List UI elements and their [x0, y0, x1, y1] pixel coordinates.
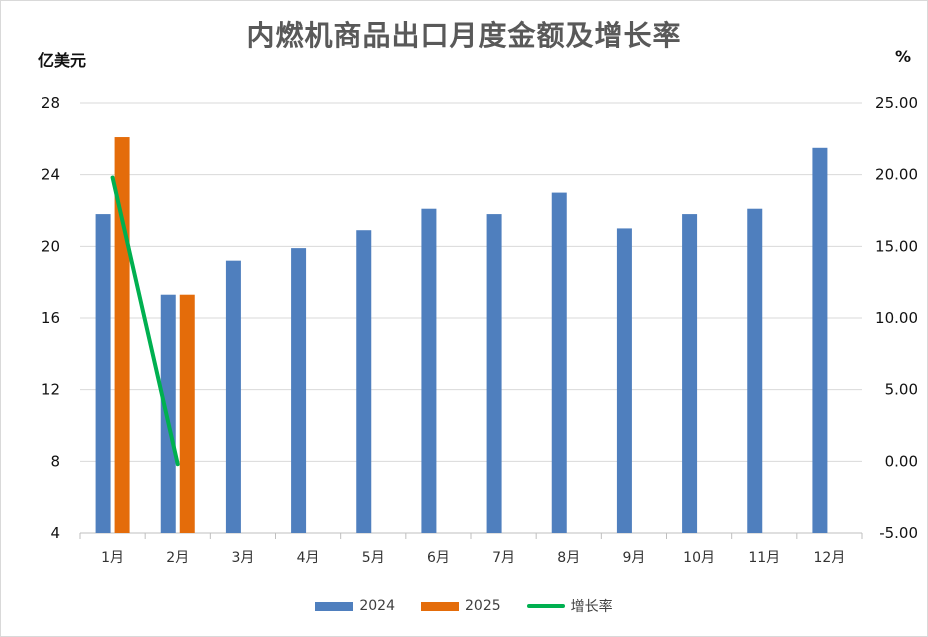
- legend-item-2025: 2025: [421, 596, 501, 616]
- x-tick-label: 8月: [557, 550, 580, 566]
- y2-tick-label: 0.00: [885, 452, 918, 470]
- x-tick-label: 10月: [683, 550, 715, 566]
- x-tick-label: 4月: [297, 550, 320, 566]
- bar-2024: [747, 208, 763, 534]
- y-tick-label: 28: [41, 94, 60, 112]
- legend-swatch-2024: [315, 601, 354, 611]
- chart-title: 内燃机商品出口月度金额及增长率: [246, 19, 682, 52]
- y2-axis-unit-label: %: [895, 47, 912, 66]
- x-tick-label: 9月: [622, 550, 645, 566]
- bar-2024: [812, 147, 828, 533]
- y-tick-label: 24: [41, 166, 60, 184]
- legend-swatch-growth: [526, 604, 565, 608]
- y2-tick-label: 20.00: [875, 166, 918, 184]
- x-tick-label: 3月: [231, 550, 254, 566]
- y-tick-label: 16: [41, 309, 60, 327]
- y-tick-label: 8: [50, 452, 60, 470]
- x-tick-label: 5月: [362, 550, 385, 566]
- bar-2024: [551, 192, 567, 534]
- y-tick-label: 12: [41, 381, 60, 399]
- y-tick-label: 20: [41, 237, 60, 255]
- bar-2024: [616, 228, 632, 533]
- legend: 2024 2025 增长率: [0, 596, 928, 616]
- legend-label-2025: 2025: [465, 598, 501, 614]
- bar-2024: [225, 260, 241, 533]
- bar-2024: [95, 214, 111, 534]
- legend-label-2024: 2024: [359, 598, 395, 614]
- y2-tick-label: 25.00: [875, 94, 918, 112]
- bar-2024: [356, 230, 372, 534]
- legend-swatch-2025: [421, 601, 459, 611]
- y2-tick-label: -5.00: [879, 524, 918, 542]
- x-tick-label: 12月: [814, 550, 846, 566]
- bar-2024: [486, 214, 502, 534]
- y-tick-label: 4: [50, 524, 60, 542]
- x-tick-label: 1月: [101, 550, 124, 566]
- y2-tick-label: 10.00: [875, 309, 918, 327]
- y-axis-unit-label: 亿美元: [38, 51, 87, 70]
- y2-tick-label: 15.00: [875, 237, 918, 255]
- x-tick-label: 11月: [748, 550, 780, 566]
- growth-rate-line: [110, 175, 180, 467]
- bar-2024: [291, 248, 307, 533]
- x-tick-label: 2月: [166, 550, 189, 566]
- x-tick-label: 6月: [427, 550, 450, 566]
- legend-label-growth: 增长率: [570, 599, 613, 615]
- legend-item-2024: 2024: [315, 596, 395, 616]
- x-tick-label: 7月: [492, 550, 515, 566]
- bar-2025: [179, 294, 195, 533]
- bar-2024: [421, 208, 437, 534]
- legend-item-growth: 增长率: [526, 596, 613, 616]
- bar-2024: [682, 214, 698, 534]
- y2-tick-label: 5.00: [885, 381, 918, 399]
